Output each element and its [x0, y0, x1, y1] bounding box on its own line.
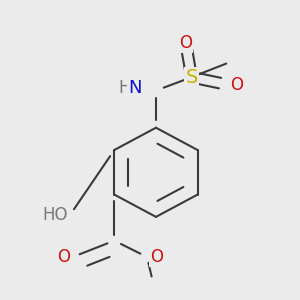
Text: O: O — [179, 34, 192, 52]
Text: O: O — [57, 248, 70, 266]
Text: HO: HO — [43, 206, 68, 224]
Text: N: N — [128, 80, 142, 98]
Text: O: O — [150, 248, 163, 266]
Text: H: H — [118, 79, 131, 97]
Text: O: O — [230, 76, 243, 94]
Text: S: S — [185, 68, 198, 87]
